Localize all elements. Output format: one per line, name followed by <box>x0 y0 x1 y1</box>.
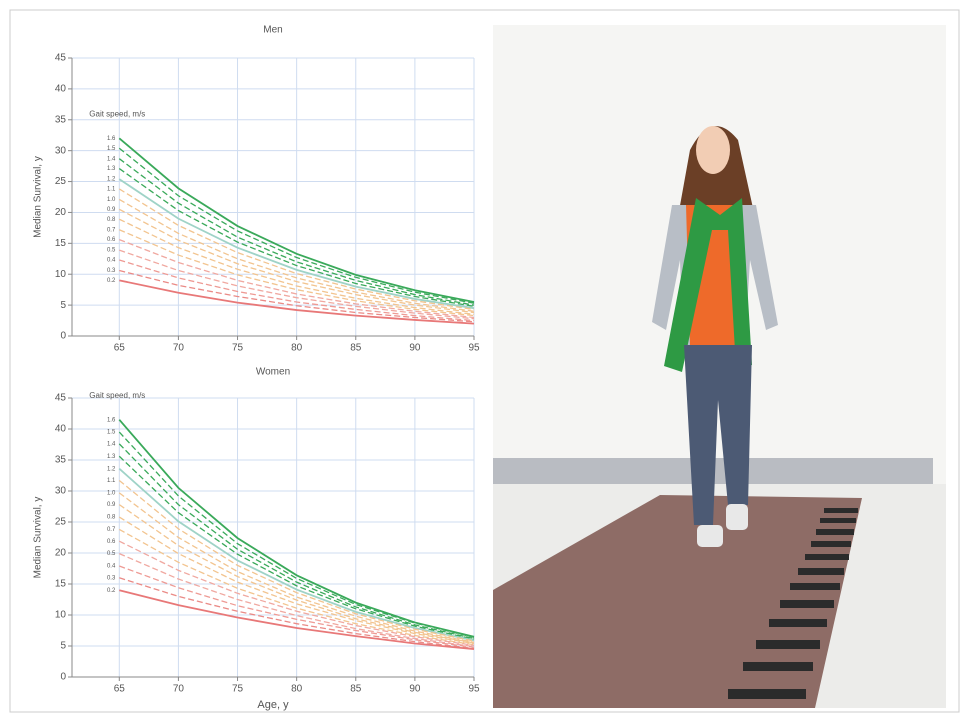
y-tick-label: 10 <box>55 610 67 621</box>
x-tick-label: 65 <box>114 684 126 695</box>
y-tick-label: 35 <box>55 455 67 466</box>
y-tick-label: 45 <box>55 393 67 404</box>
legend-label: 0.5 <box>107 551 116 557</box>
x-tick-label: 95 <box>468 343 480 354</box>
legend-label: 0.3 <box>107 575 116 581</box>
x-tick-label: 90 <box>409 684 421 695</box>
x-tick-label: 75 <box>232 343 244 354</box>
legend-label: 1.6 <box>107 136 116 142</box>
x-tick-label: 90 <box>409 343 421 354</box>
figure: Men Median Survival, y 0 5 10 15 20 25 30 35 40 45 6… <box>0 0 968 715</box>
x-tick-label: 85 <box>350 343 362 354</box>
x-tick-label: 75 <box>232 684 244 695</box>
photo <box>493 25 946 708</box>
y-tick-label: 25 <box>55 176 67 187</box>
y-tick-label: 20 <box>55 548 67 559</box>
x-tick-label: 70 <box>173 684 185 695</box>
legend-label: 0.6 <box>107 237 116 243</box>
legend-label: 0.8 <box>107 217 116 223</box>
legend-label: 0.4 <box>107 258 116 264</box>
y-tick-label: 45 <box>55 53 67 64</box>
legend-label: 1.1 <box>107 187 116 193</box>
x-tick-label: 80 <box>291 684 303 695</box>
page: Men Median Survival, y 0 5 10 15 20 25 30 35 40 45 6… <box>0 0 968 715</box>
y-tick-label: 35 <box>55 114 67 125</box>
y-tick-label: 0 <box>60 672 66 683</box>
y-tick-label: 30 <box>55 145 67 156</box>
legend-label: 0.7 <box>107 227 116 233</box>
chart-title: Men <box>263 25 282 36</box>
y-tick-label: 15 <box>55 579 67 590</box>
chart-title: Women <box>256 367 290 378</box>
y-tick-label: 15 <box>55 238 67 249</box>
x-tick-label: 70 <box>173 343 185 354</box>
y-tick-label: 20 <box>55 207 67 218</box>
legend-label: 0.7 <box>107 527 116 533</box>
y-tick-label: 0 <box>60 331 66 342</box>
x-tick-label: 95 <box>468 684 480 695</box>
y-tick-label: 5 <box>60 641 66 652</box>
y-axis-label: Median Survival, y <box>33 497 44 579</box>
legend-label: 0.8 <box>107 515 116 521</box>
legend-label: 1.4 <box>107 441 116 447</box>
y-tick-label: 40 <box>55 424 67 435</box>
legend-label: 0.3 <box>107 268 116 274</box>
legend-label: 0.2 <box>107 278 116 284</box>
legend-label: 1.0 <box>107 490 116 496</box>
x-axis-label: Age, y <box>257 699 289 711</box>
legend-label: 1.5 <box>107 146 116 152</box>
legend-label: 0.9 <box>107 502 116 508</box>
legend-label: 0.6 <box>107 539 116 545</box>
legend-label: 1.3 <box>107 166 116 172</box>
legend-title: Gait speed, m/s <box>89 391 145 400</box>
y-tick-label: 5 <box>60 300 66 311</box>
y-tick-label: 25 <box>55 517 67 528</box>
y-tick-label: 30 <box>55 486 67 497</box>
legend-label: 0.9 <box>107 207 116 213</box>
legend-label: 1.2 <box>107 466 116 472</box>
legend-label: 1.2 <box>107 177 116 183</box>
y-axis-label: Median Survival, y <box>33 156 44 238</box>
legend-label: 1.6 <box>107 417 116 423</box>
legend-label: 1.0 <box>107 197 116 203</box>
legend-label: 1.4 <box>107 156 116 162</box>
y-tick-label: 10 <box>55 269 67 280</box>
legend-label: 1.3 <box>107 454 116 460</box>
legend-title: Gait speed, m/s <box>89 109 145 118</box>
x-tick-label: 85 <box>350 684 362 695</box>
legend-label: 0.4 <box>107 564 116 570</box>
x-tick-label: 65 <box>114 343 126 354</box>
legend-label: 0.2 <box>107 588 116 594</box>
legend-label: 0.5 <box>107 248 116 254</box>
legend-label: 1.5 <box>107 430 116 436</box>
x-tick-label: 80 <box>291 343 303 354</box>
legend-label: 1.1 <box>107 478 116 484</box>
y-tick-label: 40 <box>55 84 67 95</box>
